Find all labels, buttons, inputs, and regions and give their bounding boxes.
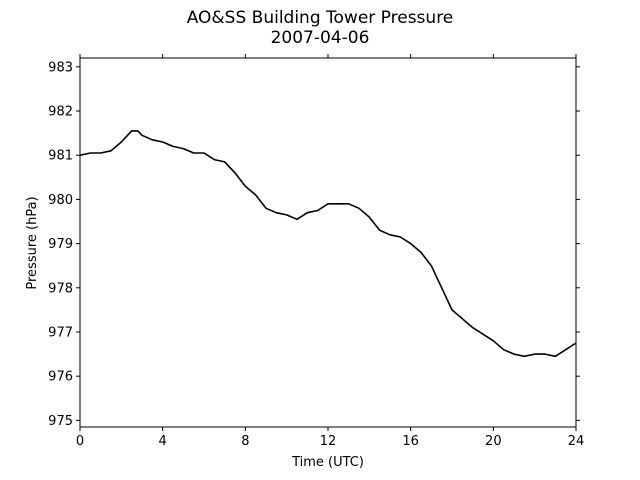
y-tick-label: 983 bbox=[48, 60, 73, 75]
x-tick-label: 20 bbox=[485, 434, 502, 449]
y-tick-label: 975 bbox=[48, 414, 73, 429]
x-tick-label: 8 bbox=[241, 434, 249, 449]
y-tick-label: 978 bbox=[48, 281, 73, 296]
x-tick-label: 12 bbox=[320, 434, 337, 449]
x-tick-label: 0 bbox=[76, 434, 84, 449]
chart-title: AO&SS Building Tower Pressure bbox=[186, 8, 454, 28]
y-tick-label: 980 bbox=[48, 193, 73, 208]
y-tick-label: 982 bbox=[48, 105, 73, 120]
x-axis-label: Time (UTC) bbox=[291, 455, 364, 470]
x-tick-label: 4 bbox=[159, 434, 167, 449]
chart-title-block: AO&SS Building Tower Pressure 2007-04-06 bbox=[0, 8, 640, 48]
y-tick-label: 979 bbox=[48, 237, 73, 252]
plot-frame bbox=[79, 57, 577, 428]
y-tick-label: 981 bbox=[48, 149, 73, 164]
plot-area: 0 4 8 12 16 20 24 975 976 977 978 979 980 981 982 983 bbox=[48, 54, 584, 449]
y-axis-label: Pressure (hPa) bbox=[25, 196, 40, 289]
x-tick-label: 16 bbox=[402, 434, 419, 449]
y-tick-label: 977 bbox=[48, 325, 73, 340]
x-tick-label: 24 bbox=[568, 434, 585, 449]
pressure-series-line bbox=[79, 130, 577, 358]
y-tick-label: 976 bbox=[48, 370, 73, 385]
chart-subtitle: 2007-04-06 bbox=[270, 28, 370, 48]
